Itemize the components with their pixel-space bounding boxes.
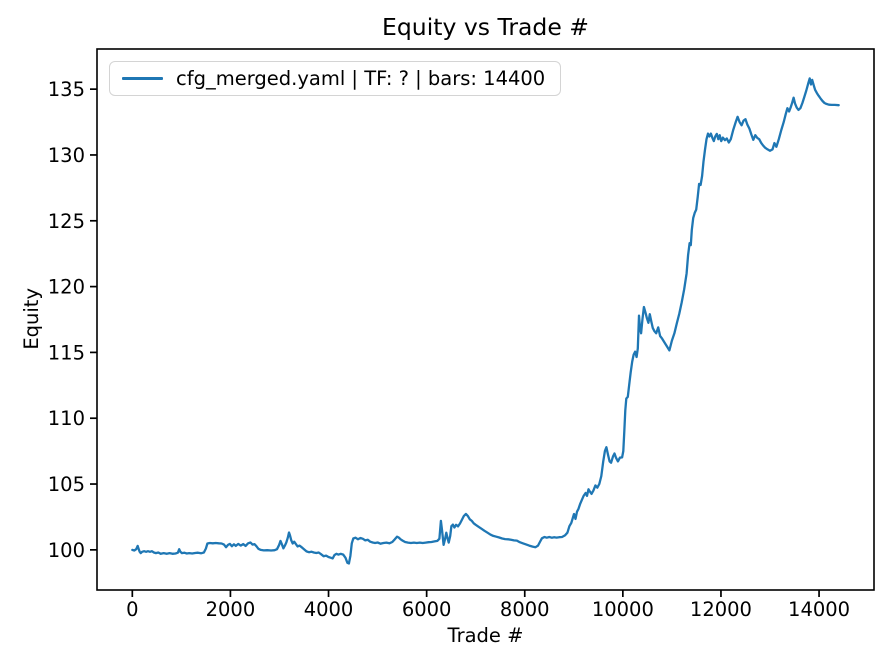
x-tick-label: 14000 — [788, 598, 850, 621]
y-axis-label: Equity — [20, 288, 43, 350]
equity-line-group — [131, 77, 840, 565]
legend-box: cfg_merged.yaml | TF: ? | bars: 14400 — [109, 61, 562, 96]
y-axis-ticks: 100 105 110 115 120 125 130 135 — [48, 78, 97, 562]
chart-title: Equity vs Trade # — [382, 13, 589, 41]
legend-line-sample-icon — [122, 76, 163, 81]
x-axis-ticks: 0 2000 4000 6000 8000 10000 12000 14000 — [126, 590, 850, 621]
x-tick-label: 8000 — [500, 598, 550, 621]
axes-spines — [96, 48, 875, 591]
y-tick-label: 135 — [48, 78, 85, 101]
x-tick-label: 2000 — [206, 598, 256, 621]
y-tick-label: 105 — [48, 473, 85, 496]
legend-label: cfg_merged.yaml | TF: ? | bars: 14400 — [176, 67, 546, 90]
y-tick-label: 115 — [48, 341, 85, 364]
y-tick-label: 110 — [48, 407, 85, 430]
x-tick-label: 6000 — [402, 598, 452, 621]
x-tick-label: 10000 — [592, 598, 654, 621]
x-tick-label: 4000 — [304, 598, 354, 621]
equity-line — [131, 77, 840, 565]
y-tick-label: 120 — [48, 276, 85, 299]
y-tick-label: 100 — [48, 539, 85, 562]
y-tick-label: 125 — [48, 210, 85, 233]
x-tick-label: 12000 — [690, 598, 752, 621]
x-tick-label: 0 — [126, 598, 138, 621]
y-tick-label: 130 — [48, 144, 85, 167]
x-axis-label: Trade # — [447, 624, 524, 647]
